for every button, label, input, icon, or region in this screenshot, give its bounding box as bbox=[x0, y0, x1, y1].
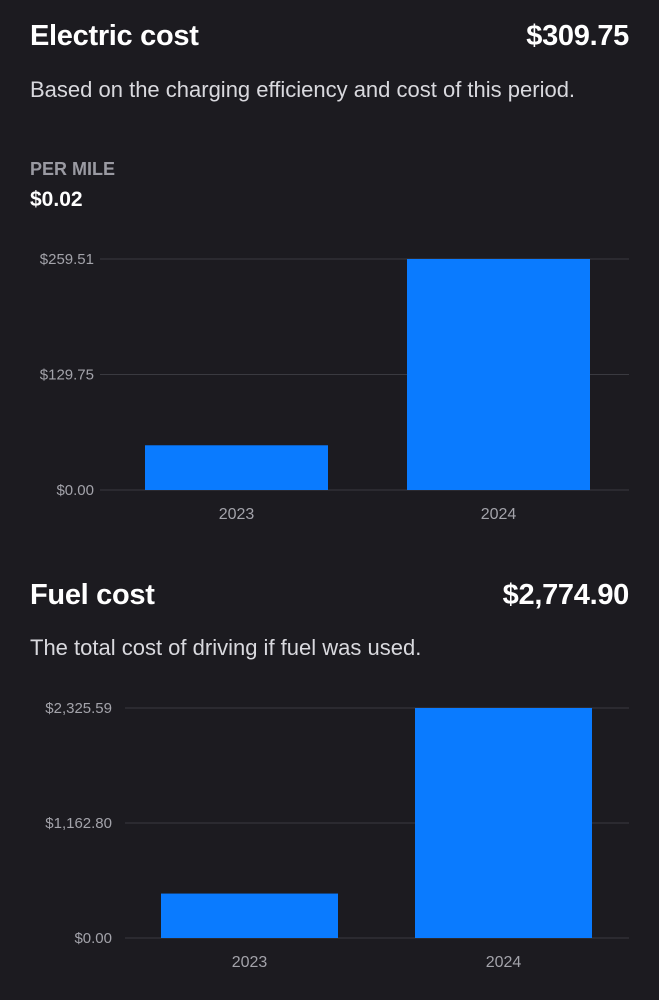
per-mile-value: $0.02 bbox=[30, 188, 83, 211]
fuel-cost-description: The total cost of driving if fuel was us… bbox=[30, 635, 422, 660]
y-tick-label: $1,162.80 bbox=[45, 815, 112, 832]
y-tick-label: $0.00 bbox=[56, 482, 94, 499]
x-tick-label: 2024 bbox=[486, 954, 522, 971]
x-tick-label: 2024 bbox=[481, 506, 517, 523]
bar-2023 bbox=[145, 445, 328, 490]
bar-2024 bbox=[415, 708, 592, 938]
bar-2023 bbox=[161, 893, 338, 938]
electric-cost-description: Based on the charging efficiency and cos… bbox=[30, 77, 576, 102]
fuel-header: Fuel cost $2,774.90 bbox=[30, 579, 629, 619]
electric-cost-title: Electric cost bbox=[30, 20, 199, 52]
per-mile-label: PER MILE bbox=[30, 159, 116, 179]
fuel-cost-title: Fuel cost bbox=[30, 579, 155, 611]
electric-cost-chart: $0.00 $129.75 $259.51 2023 2024 bbox=[40, 251, 629, 523]
electric-header: Electric cost $309.75 bbox=[30, 20, 629, 60]
electric-cost-total: $309.75 bbox=[526, 20, 629, 52]
x-tick-label: 2023 bbox=[219, 506, 255, 523]
fuel-cost-total: $2,774.90 bbox=[502, 579, 630, 611]
bar-2024 bbox=[407, 259, 590, 490]
y-tick-label: $259.51 bbox=[40, 251, 94, 268]
fuel-cost-chart: $0.00 $1,162.80 $2,325.59 2023 2024 bbox=[45, 700, 629, 971]
y-tick-label: $0.00 bbox=[74, 930, 112, 947]
x-tick-label: 2023 bbox=[232, 954, 268, 971]
y-tick-label: $129.75 bbox=[40, 367, 94, 384]
y-tick-label: $2,325.59 bbox=[45, 700, 112, 717]
